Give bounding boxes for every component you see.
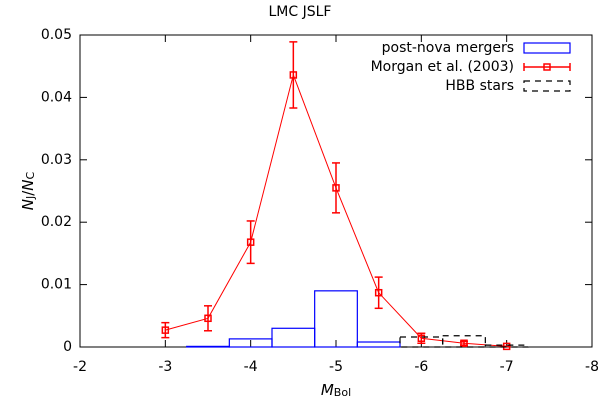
point xyxy=(417,334,426,343)
y-axis-label-part: J xyxy=(24,196,37,200)
x-tick-label: -7 xyxy=(500,359,514,375)
y-tick-label: 0.03 xyxy=(41,152,72,168)
histogram-bar xyxy=(314,290,358,348)
x-tick-label: -8 xyxy=(585,359,599,375)
chart-title: LMC JSLF xyxy=(269,4,332,20)
y-tick-label: 0.02 xyxy=(41,214,72,230)
point xyxy=(161,326,170,334)
legend-label: Morgan et al. (2003) xyxy=(371,59,514,75)
x-tick-label: -2 xyxy=(73,359,87,375)
legend-swatch xyxy=(523,80,571,92)
y-tick-label: 0 xyxy=(63,339,72,355)
x-tick-label: -4 xyxy=(244,359,258,375)
x-tick-label: -3 xyxy=(158,359,172,375)
legend-label: HBB stars xyxy=(445,78,514,94)
x-axis-label-part: Bol xyxy=(334,386,351,399)
x-tick-label: -6 xyxy=(414,359,428,375)
x-tick-label: -5 xyxy=(329,359,343,375)
x-axis-label-part: M xyxy=(321,381,334,399)
histogram-bar xyxy=(186,345,230,348)
y-tick-label: 0.04 xyxy=(41,89,72,105)
point xyxy=(460,339,468,348)
y-axis-label-part: N xyxy=(19,199,37,210)
y-axis-label-part: / xyxy=(19,190,37,196)
y-tick-label: 0.01 xyxy=(41,277,72,293)
histogram-bar xyxy=(271,327,316,348)
point xyxy=(246,238,255,246)
y-axis-label-part: N xyxy=(19,179,37,190)
histogram-bar xyxy=(442,335,486,348)
point xyxy=(374,288,383,297)
point xyxy=(204,314,212,323)
x-axis-label: MBol xyxy=(321,381,351,400)
point xyxy=(502,342,511,351)
point xyxy=(332,184,340,192)
y-tick-label: 0.05 xyxy=(41,27,72,43)
point xyxy=(289,71,298,79)
legend-label: post-nova mergers xyxy=(382,40,514,56)
histogram-bar xyxy=(356,341,401,348)
legend-swatch xyxy=(543,63,551,71)
y-axis-label-part: C xyxy=(24,171,37,179)
histogram-bar xyxy=(484,344,529,348)
legend-swatch xyxy=(523,42,571,54)
y-axis-label: NJ/NC xyxy=(19,171,38,210)
